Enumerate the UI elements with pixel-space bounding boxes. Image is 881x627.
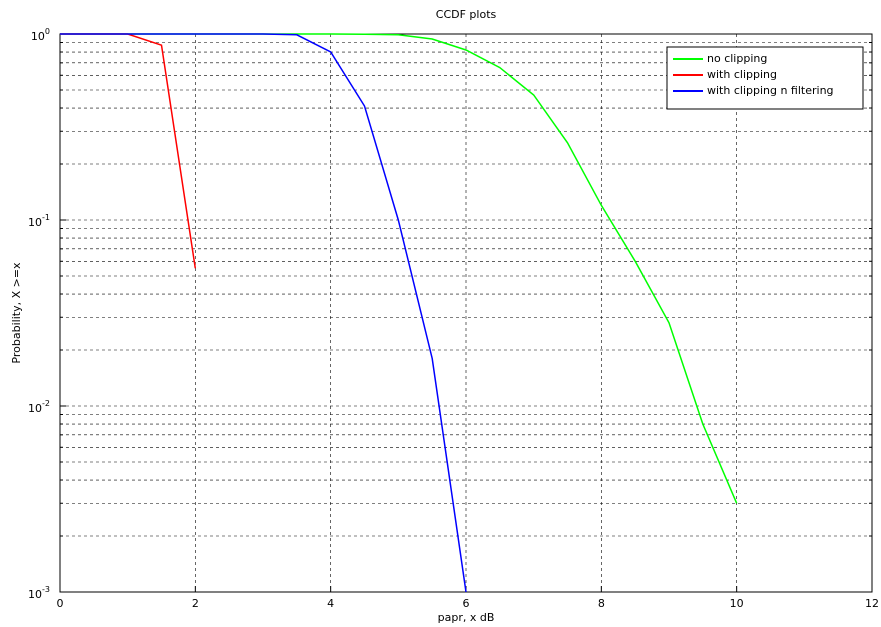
y-tick-base: 10: [28, 216, 42, 229]
y-tick-exponent: 0: [45, 27, 50, 36]
chart: CCDF plots papr, x dB Probability, X >=x…: [0, 0, 881, 627]
chart-title: CCDF plots: [436, 8, 497, 21]
x-tick-label: 8: [598, 597, 605, 610]
y-tick-exponent: -2: [42, 399, 50, 408]
y-tick-exponent: -1: [42, 213, 50, 222]
y-tick-label: 10-2: [28, 399, 50, 416]
legend-label: with clipping: [707, 68, 777, 81]
x-tick-label: 0: [57, 597, 64, 610]
legend-label: with clipping n filtering: [707, 84, 834, 97]
y-tick-label: 10-3: [28, 585, 50, 602]
x-tick-label: 4: [327, 597, 334, 610]
y-tick-base: 10: [28, 402, 42, 415]
x-tick-label: 12: [865, 597, 879, 610]
x-tick-label: 10: [730, 597, 744, 610]
y-axis-label: Probability, X >=x: [10, 262, 23, 364]
legend-label: no clipping: [707, 52, 767, 65]
y-tick-label: 100: [31, 27, 50, 44]
y-tick-base: 10: [31, 30, 45, 43]
y-tick-exponent: -3: [42, 585, 50, 594]
x-tick-label: 2: [192, 597, 199, 610]
x-tick-label: 6: [463, 597, 470, 610]
x-axis-label: papr, x dB: [438, 611, 495, 624]
y-tick-base: 10: [28, 588, 42, 601]
y-tick-label: 10-1: [28, 213, 50, 230]
